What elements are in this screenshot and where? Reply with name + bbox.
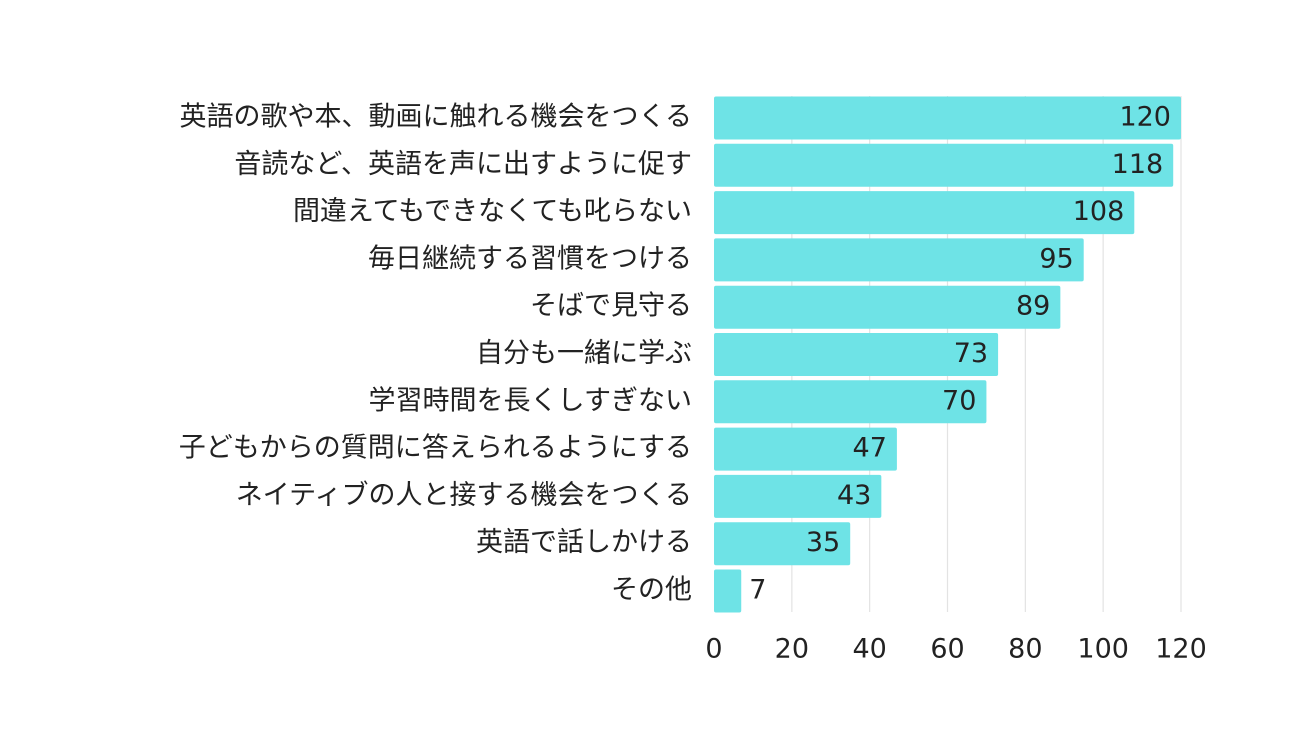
x-axis-ticks: 0 20 40 60 80 100 120	[705, 634, 1206, 665]
data-label: 89	[1016, 291, 1050, 322]
data-label: 120	[1119, 102, 1171, 133]
data-label: 73	[954, 338, 988, 369]
category-label: そばで見守る	[530, 291, 692, 322]
bar	[714, 238, 1084, 282]
bar	[714, 380, 987, 424]
x-tick-label: 0	[705, 634, 722, 665]
bar	[714, 569, 742, 613]
x-tick-label: 100	[1077, 634, 1129, 665]
data-label: 108	[1073, 196, 1125, 227]
data-label: 43	[837, 480, 871, 511]
category-label: 学習時間を長くしすぎない	[369, 385, 692, 416]
category-label: 英語の歌や本、動画に触れる機会をつくる	[180, 102, 692, 133]
x-tick-label: 80	[1008, 634, 1042, 665]
bar	[714, 285, 1061, 329]
bar	[714, 96, 1181, 140]
category-labels: 英語の歌や本、動画に触れる機会をつくる音読など、英語を声に出すように促す間違えて…	[179, 102, 692, 606]
data-label: 70	[942, 385, 976, 416]
bar	[714, 333, 999, 376]
x-tick-label: 60	[930, 634, 964, 665]
data-label: 95	[1039, 243, 1073, 274]
category-label: 間違えてもできなくても叱らない	[293, 196, 692, 227]
category-label: 毎日継続する習慣をつける	[368, 243, 692, 274]
bar	[714, 474, 882, 518]
bar	[714, 191, 1135, 235]
data-label: 7	[749, 575, 766, 606]
category-label: 音読など、英語を声に出すように促す	[234, 149, 692, 180]
bars	[714, 96, 1181, 613]
data-label: 118	[1112, 149, 1164, 180]
x-tick-label: 20	[775, 634, 809, 665]
x-tick-label: 40	[852, 634, 886, 665]
bar	[714, 143, 1174, 187]
category-label: 自分も一緒に学ぶ	[476, 338, 692, 369]
category-label: その他	[611, 575, 692, 606]
data-label: 47	[853, 433, 887, 464]
category-label: ネイティブの人と接する機会をつくる	[236, 480, 692, 511]
category-label: 英語で話しかける	[476, 527, 692, 558]
data-label: 35	[806, 527, 840, 558]
bar	[714, 522, 851, 566]
x-tick-label: 120	[1155, 634, 1207, 665]
bar	[714, 427, 897, 471]
category-label: 子どもからの質問に答えられるようにする	[179, 433, 692, 464]
